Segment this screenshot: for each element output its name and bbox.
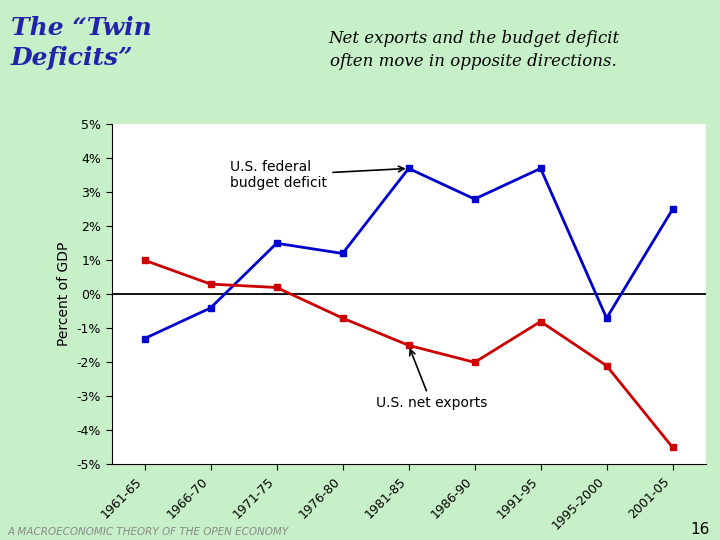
Text: The “Twin
Deficits”: The “Twin Deficits” bbox=[11, 16, 151, 70]
Text: 16: 16 bbox=[690, 522, 709, 537]
Text: A MACROECONOMIC THEORY OF THE OPEN ECONOMY: A MACROECONOMIC THEORY OF THE OPEN ECONO… bbox=[7, 527, 289, 537]
Text: Net exports and the budget deficit
often move in opposite directions.: Net exports and the budget deficit often… bbox=[328, 30, 619, 70]
Y-axis label: Percent of GDP: Percent of GDP bbox=[57, 242, 71, 347]
Text: U.S. federal
budget deficit: U.S. federal budget deficit bbox=[230, 160, 404, 190]
Text: U.S. net exports: U.S. net exports bbox=[376, 349, 487, 410]
